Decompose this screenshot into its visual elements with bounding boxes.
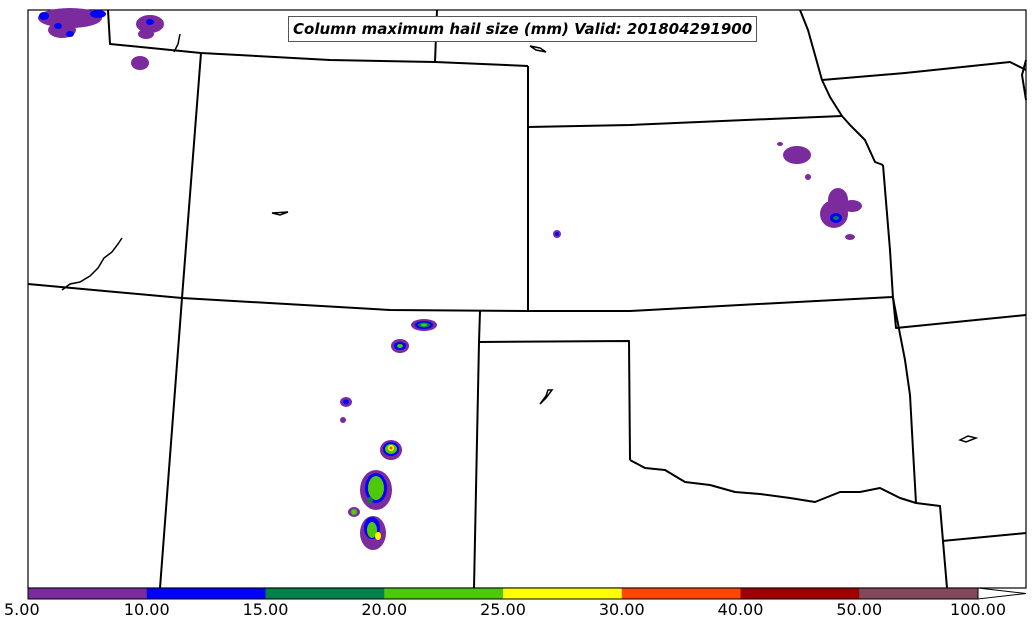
- hail-cells: [38, 8, 862, 550]
- boundary-oklahoma-arkansas: [892, 297, 948, 589]
- boundary-nebraska-kansas: [527, 115, 843, 128]
- boundary-south-dakota-iowa: [821, 61, 1027, 81]
- lake-3: [539, 389, 554, 405]
- colorbar-tick-label: 5.00: [4, 600, 40, 619]
- colorbar: [27, 587, 1027, 600]
- boundary-red-river: [629, 459, 917, 504]
- lake-2: [271, 211, 289, 216]
- colorbar-segment: [265, 588, 385, 599]
- colorbar-segment: [859, 588, 979, 599]
- lake-1: [529, 45, 547, 53]
- colorbar-segment: [621, 588, 741, 599]
- boundary-new-mexico-texas: [473, 341, 480, 589]
- colorbar-tick-label: 10.00: [123, 600, 170, 619]
- colorbar-segment: [740, 588, 860, 599]
- state-boundaries: [27, 9, 1027, 589]
- colorbar-tick-label: 50.00: [836, 600, 883, 619]
- hail-cell-new-mexico: [340, 319, 437, 550]
- boundary-colorado-south: [159, 297, 183, 589]
- colorbar-tick-label: 15.00: [242, 600, 289, 619]
- colorbar-segment: [384, 588, 504, 599]
- boundary-arkansas-louisiana: [941, 532, 1027, 542]
- river-great-salt: [61, 237, 123, 291]
- colorbar-tick-label: 100.00: [950, 600, 1006, 619]
- colorbar-tick-label: 20.00: [361, 600, 408, 619]
- colorbar-tick-label: 40.00: [717, 600, 764, 619]
- boundary-kansas-east: [882, 164, 894, 299]
- map-title: Column maximum hail size (mm) Valid: 201…: [288, 16, 758, 42]
- colorbar-segment: [28, 588, 148, 599]
- colorbar-extend-arrow: [977, 587, 1027, 600]
- boundary-kansas-missouri-river: [799, 9, 884, 166]
- boundary-colorado-kansas-oklahoma: [529, 296, 894, 312]
- colorbar-tick-label: 30.00: [598, 600, 645, 619]
- colorbar-segment: [146, 588, 266, 599]
- colorbar-segment: [503, 588, 623, 599]
- colorbar-outline: [27, 587, 979, 600]
- hail-cell-northwest: [38, 8, 164, 70]
- hail-cell-kansas: [553, 142, 862, 240]
- boundary-new-mexico-east: [478, 310, 631, 461]
- lake-4: [958, 435, 979, 443]
- colorbar-tick-label: 25.00: [480, 600, 526, 619]
- lake-5: [173, 33, 181, 53]
- boundary-wyoming-south: [27, 283, 530, 312]
- boundary-wyoming-west: [181, 52, 202, 299]
- boundary-montana-wyoming: [107, 9, 529, 67]
- boundary-mississippi-river: [1021, 59, 1027, 101]
- lakes: [61, 33, 979, 443]
